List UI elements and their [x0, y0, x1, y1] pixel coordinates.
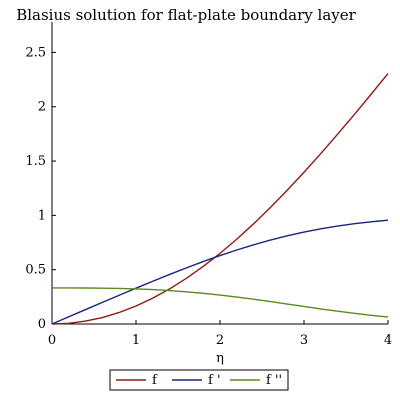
y-tick-label: 2.5	[25, 45, 46, 60]
x-tick-label: 2	[216, 333, 224, 348]
y-tick-label: 1.5	[25, 154, 46, 169]
legend-entry: f ''	[266, 373, 282, 388]
y-tick-label: 0.5	[25, 263, 46, 278]
series-line-3	[52, 287, 389, 318]
y-tick-label: 2	[38, 100, 46, 115]
y-tick-label: 0	[38, 317, 46, 332]
legend-entry: f	[152, 373, 158, 388]
x-tick-label: 1	[132, 333, 140, 348]
x-tick-label: 0	[48, 333, 56, 348]
tick-labels: 0 1 2 3 4 0 0.5 1 1.5 2 2.5	[25, 45, 392, 348]
axes	[51, 22, 389, 325]
series-line-1	[51, 73, 389, 325]
x-tick-label: 3	[300, 333, 308, 348]
series-lines	[51, 73, 389, 325]
x-tick-label: 4	[384, 333, 392, 348]
y-tick-label: 1	[38, 208, 46, 223]
legend-entry: f '	[208, 373, 221, 388]
x-axis-label: η	[216, 351, 224, 366]
legend: f f ' f ''	[109, 369, 289, 391]
chart-title: Blasius solution for flat-plate boundary…	[16, 6, 356, 24]
series-line-2	[51, 219, 389, 325]
